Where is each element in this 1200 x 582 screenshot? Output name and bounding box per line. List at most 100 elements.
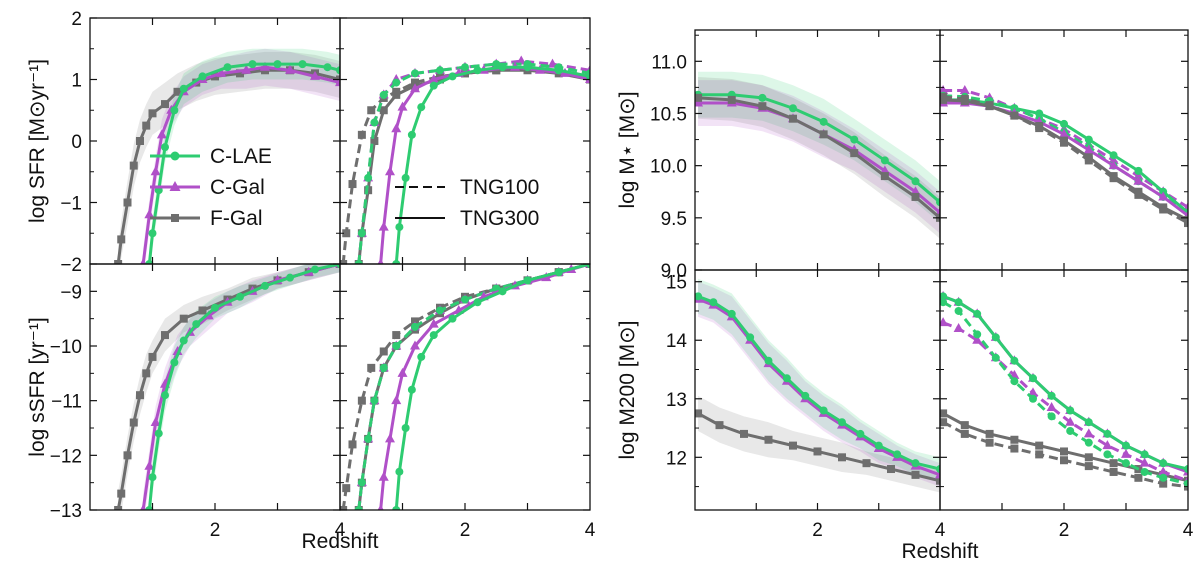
ssfr-panel-1-c-lae-tng300-point-10: [261, 281, 269, 290]
ssfr-panel-1-f-gal-tng300-point-2: [117, 489, 126, 498]
ssfr-panel-1-c-lae-tng300-point-2: [148, 473, 157, 482]
ssfr-panel-2-c-lae-tng300-point-2: [395, 467, 404, 476]
mstar-panel-2-c-gal-tng100-point-8: [1108, 154, 1119, 164]
m200-panel-1-band-f-gal: [698, 395, 940, 493]
sfr-panel-2-c-lae-tng300-point-4: [407, 130, 416, 139]
m200-panel-2-f-gal-tng300-line: [942, 412, 1188, 483]
m200-ytick-label-1: 12: [666, 448, 687, 469]
ssfr-panel-1-c-lae-tng300-point-9: [236, 292, 244, 301]
sfr-panel-2-c-lae-tng100-point-4: [370, 118, 379, 127]
m200-panel-2-c-gal-tng100-point-1: [940, 317, 949, 327]
sfr-panel-1-c-lae-tng300-point-2: [148, 229, 157, 238]
m200-panel-1-f-gal-tng300-point-6: [813, 447, 822, 456]
ssfr-ytick-label-5: −9: [60, 282, 82, 303]
m200-panel-2-c-lae-tng300-point-7: [1047, 391, 1056, 400]
mstar-panel-2-f-gal-tng300-point-9: [1134, 187, 1143, 196]
m200-panel-2-f-gal-tng100-point-9: [1134, 473, 1143, 482]
m200-panel-2-c-gal-tng100-point-3: [972, 334, 983, 344]
m200-panel-1-f-gal-tng300-point-1: [695, 409, 703, 418]
sfr-panel-2-c-lae-tng300-point-2: [395, 223, 404, 232]
m200-panel-2-c-gal-tng100-point-7: [1046, 402, 1057, 412]
sfr-ytick-label-4: 1: [71, 71, 82, 92]
m200-panel-2-c-lae-tng100-point-13: [1159, 473, 1168, 482]
sfr-panel-2-c-lae-tng300-point-8: [473, 66, 482, 75]
sfr-panel-2-c-lae-tng100-point-5: [379, 90, 388, 99]
sfr-panel-1-f-gal-tng300-point-9: [173, 87, 182, 96]
m200-panel-1-band-c-gal: [698, 281, 940, 487]
m200-panel-1-f-gal-tng300-point-2: [715, 421, 724, 430]
sfr-panel-1-c-lae-tng300-point-5: [170, 106, 179, 115]
m200-panel-2-c-lae-tng100-point-14: [1184, 479, 1188, 488]
sfr-panel-2-f-gal-tng100-point-4: [357, 130, 366, 139]
ssfr-panel-2-f-gal-tng100-point-3: [348, 440, 357, 449]
m200-panel-2-c-gal-tng300-line: [942, 294, 1188, 474]
mstar-panel-2-c-gal-tng300-point-10: [1158, 191, 1169, 201]
sfr-panel-2-c-lae-tng300-point-12: [586, 72, 590, 81]
mstar-panel-1-c-lae-tng300-point-6: [850, 135, 859, 144]
mstar-panel-1-c-lae-tng300-point-4: [789, 104, 797, 113]
sfr-panel-2-c-lae-tng300-point-6: [429, 81, 438, 90]
m200-panel-1-f-gal-tng300-point-7: [838, 453, 846, 462]
mstar-panel-2-c-gal-tng100-point-9: [1133, 170, 1144, 180]
mstar-panel-1-f-gal-tng300-point-5: [819, 130, 828, 139]
m200-panel-2-f-gal-tng100-point-10: [1159, 479, 1168, 488]
sfr-panel-2-c-lae-tng100-point-2: [357, 229, 366, 238]
m200-panel-2-f-gal-tng100-point-4: [1010, 444, 1019, 453]
m200-panel-1-f-gal-tng300-point-11: [936, 476, 940, 485]
ssfr-ytick-label-1: −13: [50, 501, 82, 522]
mstar-panel-2-c-gal-tng300-point-6: [1059, 128, 1069, 138]
ssfr-panel-1-band-c-gal: [143, 264, 340, 510]
m200-panel-2-f-gal-tng100-point-8: [1109, 467, 1118, 476]
m200-panel-1-c-lae-tng300-point-4: [746, 333, 755, 342]
m200-panel-1-c-lae-tng300-point-11: [874, 441, 883, 450]
ssfr-panel-2-c-lae-tng300-point-5: [417, 352, 426, 361]
sfr-panel-2-c-lae-tng300-line: [394, 65, 590, 264]
ssfr-panel-2-c-gal-tng300-point-5: [397, 367, 408, 377]
mstar-ytick-label-3: 10.0: [650, 157, 687, 178]
sfr-panel-1-c-gal-tng300-point-11: [285, 64, 295, 74]
m200-panel-1-c-lae-tng300-point-9: [838, 418, 846, 427]
mstar-panel-1-c-lae-tng300-point-8: [911, 177, 920, 186]
legend-marker-c-gal: [169, 181, 181, 191]
mstar-panel-2-c-lae-tng300-line: [943, 98, 1188, 214]
m200-panel-2-c-lae-tng300-point-6: [1029, 374, 1037, 383]
ssfr-panel-2-c-gal-tng300-point-3: [385, 433, 395, 443]
legend-runs: TNG100 TNG300: [395, 176, 539, 230]
ssfr-panel-1-xtick-label-1: 2: [210, 520, 221, 541]
sfr-panel-1-c-gal-tng300-point-10: [260, 61, 270, 71]
m200-panel-2-c-lae-tng100-point-5: [1010, 377, 1019, 386]
mstar-panel-2-c-lae-tng300-point-8: [1109, 151, 1118, 160]
ssfr-panel-2-c-lae-tng300-point-3: [401, 424, 410, 432]
m200-panel-2-plot: [940, 290, 1188, 491]
ssfr-panel-1-band-c-lae: [149, 264, 340, 510]
m200-panel-2-f-gal-tng100-point-5: [1035, 450, 1044, 459]
sfr-panel-2-f-gal-tng100-point-3: [348, 180, 357, 189]
mstar-panel-2-f-gal-tng300-point-10: [1159, 203, 1168, 212]
sfr-panel-2-c-lae-tng300-point-1: [392, 260, 401, 264]
m200-panel-2-f-gal-tng300-point-5: [1035, 441, 1044, 450]
mstar-panel-2-c-gal-tng300-point-7: [1083, 144, 1094, 154]
m200-panel-2-c-gal-tng100-point-6: [1028, 387, 1038, 397]
sfr-panel-2-plot: [340, 55, 590, 264]
sfr-ytick-label-3: 0: [71, 132, 82, 153]
mstar-panel-1-c-lae-tng300-point-9: [936, 198, 940, 207]
m200-panel-2-c-gal-tng100-point-2: [953, 323, 964, 333]
sfr-panel-2-c-gal-tng300-point-5: [397, 101, 408, 111]
mstar-panel-1-f-gal-tng300-point-7: [880, 172, 889, 181]
m200-panel-1-plot: [695, 278, 940, 493]
sfr-panel-1-c-gal-tng300-point-1: [140, 258, 147, 264]
m200-panel-2-c-lae-tng300-point-1: [940, 292, 948, 301]
m200-panel-2-c-gal-tng100-point-9: [1083, 428, 1094, 438]
sfr-panel-1-f-gal-tng300-point-12: [236, 69, 244, 78]
ssfr-panel-1-f-gal-tng300-point-5: [136, 391, 144, 400]
m200-panel-1-c-lae-tng300-point-5: [764, 356, 773, 365]
mstar-panel-2-c-lae-tng300-point-9: [1134, 166, 1143, 175]
legend-label-tng100: TNG100: [460, 176, 539, 199]
ssfr-panel-2-plot: [340, 264, 590, 510]
mstar-panel-2-f-gal-tng300-point-4: [1010, 111, 1019, 120]
mstar-panel-1-f-gal-tng300-point-1: [695, 93, 703, 102]
ssfr-panel-2-c-lae-tng100-point-4: [370, 396, 379, 405]
ssfr-ytick-label-4: −10: [50, 337, 82, 358]
mstar-panel-2-c-gal-tng300-point-8: [1108, 160, 1119, 170]
